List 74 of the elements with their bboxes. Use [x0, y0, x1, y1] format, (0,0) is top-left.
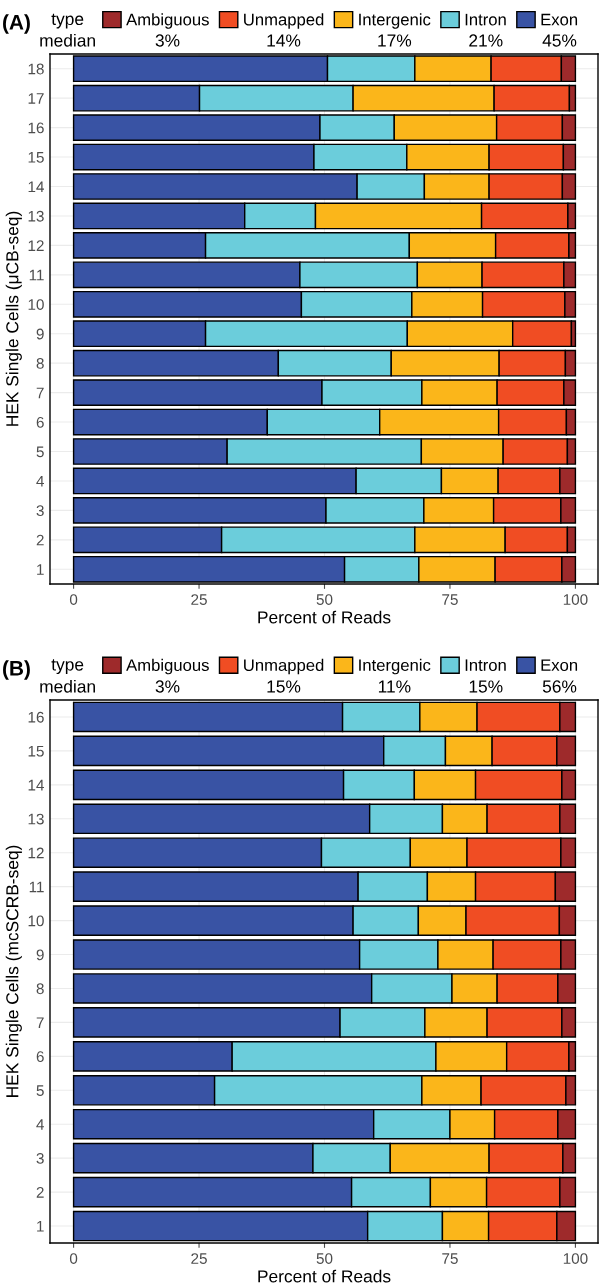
- y-tick-label: 14: [28, 181, 44, 193]
- y-tick-label: 6: [36, 416, 44, 428]
- y-tick-label: 11: [29, 881, 44, 893]
- y-tick-label: 15: [28, 745, 44, 757]
- text: 11%: [378, 680, 411, 693]
- y-axis-title: HEK Single Cells (mcSCRB-seq): [5, 845, 22, 1097]
- y-tick-label: 11: [29, 269, 44, 281]
- x-axis-title: Percent of Reads: [258, 610, 391, 624]
- legend-label: Ambiguous: [126, 13, 209, 29]
- y-tick-label: 12: [28, 240, 44, 251]
- y-tick-label: 3: [36, 505, 44, 517]
- y-tick-label: 10: [28, 915, 44, 927]
- y-tick-label: 5: [36, 1085, 44, 1096]
- text: 17%: [378, 34, 412, 47]
- y-tick-label: 4: [36, 1119, 44, 1130]
- legend-label: Unmapped: [244, 13, 324, 29]
- y-tick-label: 1: [37, 1221, 44, 1232]
- y-tick-label: 17: [28, 93, 44, 104]
- legend-label: Intergenic: [359, 658, 431, 675]
- legend-label: Ambiguous: [126, 658, 209, 675]
- y-tick-label: 15: [28, 152, 44, 163]
- legend-title: type: [51, 659, 84, 675]
- text: 3%: [155, 680, 180, 693]
- chart-title: (A): [3, 14, 30, 34]
- text: 3%: [155, 34, 180, 47]
- text: median: [40, 679, 95, 693]
- y-tick-label: 8: [36, 983, 44, 995]
- legend-label: Intron: [465, 13, 506, 26]
- x-tick-label: 50: [316, 594, 333, 605]
- y-tick-label: 2: [36, 1186, 44, 1198]
- y-tick-label: 9: [36, 949, 44, 961]
- legend-label: Intron: [465, 659, 506, 672]
- text: 21%: [469, 34, 503, 47]
- text: 15%: [469, 680, 503, 693]
- chart-title: (B): [3, 660, 30, 680]
- x-tick-label: 0: [69, 1253, 78, 1264]
- y-tick-label: 12: [28, 847, 44, 859]
- y-tick-label: 18: [28, 63, 44, 75]
- text: 45%: [542, 34, 577, 47]
- y-tick-label: 13: [28, 210, 44, 222]
- text: 14%: [267, 34, 301, 47]
- y-tick-label: 16: [28, 711, 44, 723]
- x-axis-title: Percent of Reads: [258, 1269, 391, 1283]
- y-tick-label: 13: [28, 813, 44, 825]
- legend-title: type: [51, 13, 84, 29]
- y-tick-label: 7: [36, 387, 44, 399]
- text: 15%: [267, 680, 301, 693]
- y-tick-label: 7: [36, 1017, 44, 1028]
- y-tick-label: 10: [28, 299, 44, 310]
- y-tick-label: 6: [36, 1051, 44, 1063]
- y-tick-label: 16: [28, 122, 44, 134]
- x-tick-label: 100: [563, 594, 588, 605]
- x-tick-label: 50: [316, 1253, 333, 1264]
- y-tick-label: 5: [36, 446, 44, 458]
- x-tick-label: 75: [442, 594, 458, 605]
- x-tick-label: 25: [191, 1253, 207, 1264]
- text: median: [40, 33, 95, 47]
- legend-label: Unmapped: [244, 658, 324, 675]
- x-tick-label: 25: [191, 594, 207, 605]
- y-tick-label: 14: [28, 779, 44, 791]
- legend-label: Exon: [541, 13, 578, 26]
- y-axis-title: HEK Single Cells (μCB-seq): [5, 211, 22, 426]
- y-tick-label: 3: [36, 1153, 44, 1164]
- y-tick-label: 8: [36, 358, 44, 369]
- x-tick-label: 0: [69, 594, 78, 605]
- y-tick-label: 1: [37, 564, 44, 575]
- y-tick-label: 9: [36, 328, 44, 340]
- legend-label: Exon: [541, 659, 578, 672]
- x-tick-label: 75: [442, 1253, 458, 1264]
- x-tick-label: 100: [563, 1253, 588, 1264]
- y-tick-label: 4: [36, 475, 44, 487]
- text: 56%: [542, 680, 577, 693]
- y-tick-label: 2: [36, 534, 44, 546]
- legend-label: Intergenic: [359, 13, 431, 29]
